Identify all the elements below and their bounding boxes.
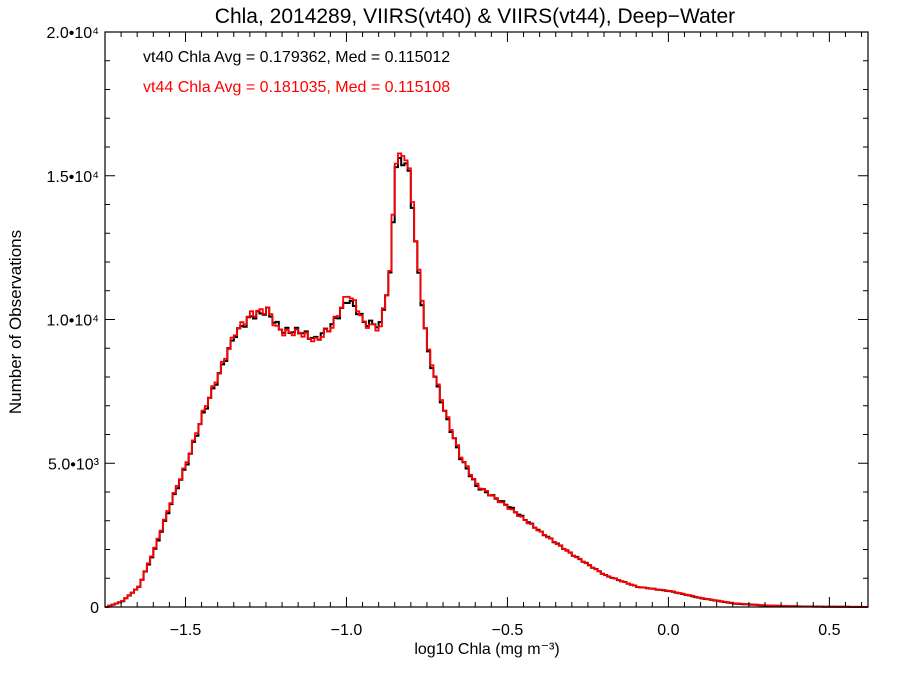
chart-title: Chla, 2014289, VIIRS(vt40) & VIIRS(vt44)… (215, 5, 735, 28)
plot-frame (104, 31, 869, 608)
y-tick-label: 2.0•10⁴ (46, 25, 99, 42)
series-vt40-line (105, 157, 868, 608)
y-tick-label: 1.5•10⁴ (46, 169, 99, 186)
x-tick-label: −1.0 (331, 622, 363, 639)
x-axis: −1.5 −1.0 −0.5 0.0 0.5 (104, 32, 863, 639)
x-tick-label: −0.5 (492, 622, 524, 639)
x-axis-label: log10 Chla (mg m⁻³) (414, 641, 559, 658)
x-tick-label: 0.5 (818, 622, 840, 639)
series-layer (105, 152, 868, 608)
series-vt44-line (105, 152, 868, 608)
annotations: vt40 Chla Avg = 0.179362, Med = 0.115012… (143, 49, 450, 96)
annotation-vt40: vt40 Chla Avg = 0.179362, Med = 0.115012 (143, 49, 450, 66)
x-tick-label: −1.5 (170, 622, 202, 639)
y-tick-label: 1.0•10⁴ (46, 313, 99, 330)
annotation-vt44: vt44 Chla Avg = 0.181035, Med = 0.115108 (143, 79, 450, 96)
y-axis-label: Number of Observations (6, 230, 25, 414)
x-tick-label: 0.0 (657, 622, 679, 639)
y-tick-label: 5.0•10³ (48, 456, 100, 473)
y-tick-label: 0 (90, 600, 99, 617)
y-axis: 0 5.0•10³ 1.0•10⁴ 1.5•10⁴ 2.0•10⁴ (46, 25, 868, 617)
